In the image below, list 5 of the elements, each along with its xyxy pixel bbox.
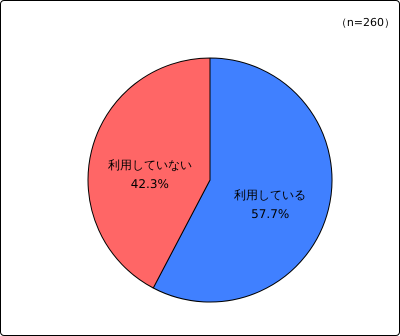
slice-label: 利用している [234,188,306,202]
text: （n=260） [336,16,395,29]
slice-label: 利用していない [108,158,192,172]
data-label: 42.3% [130,177,169,192]
data-label: 57.7% [251,206,290,221]
